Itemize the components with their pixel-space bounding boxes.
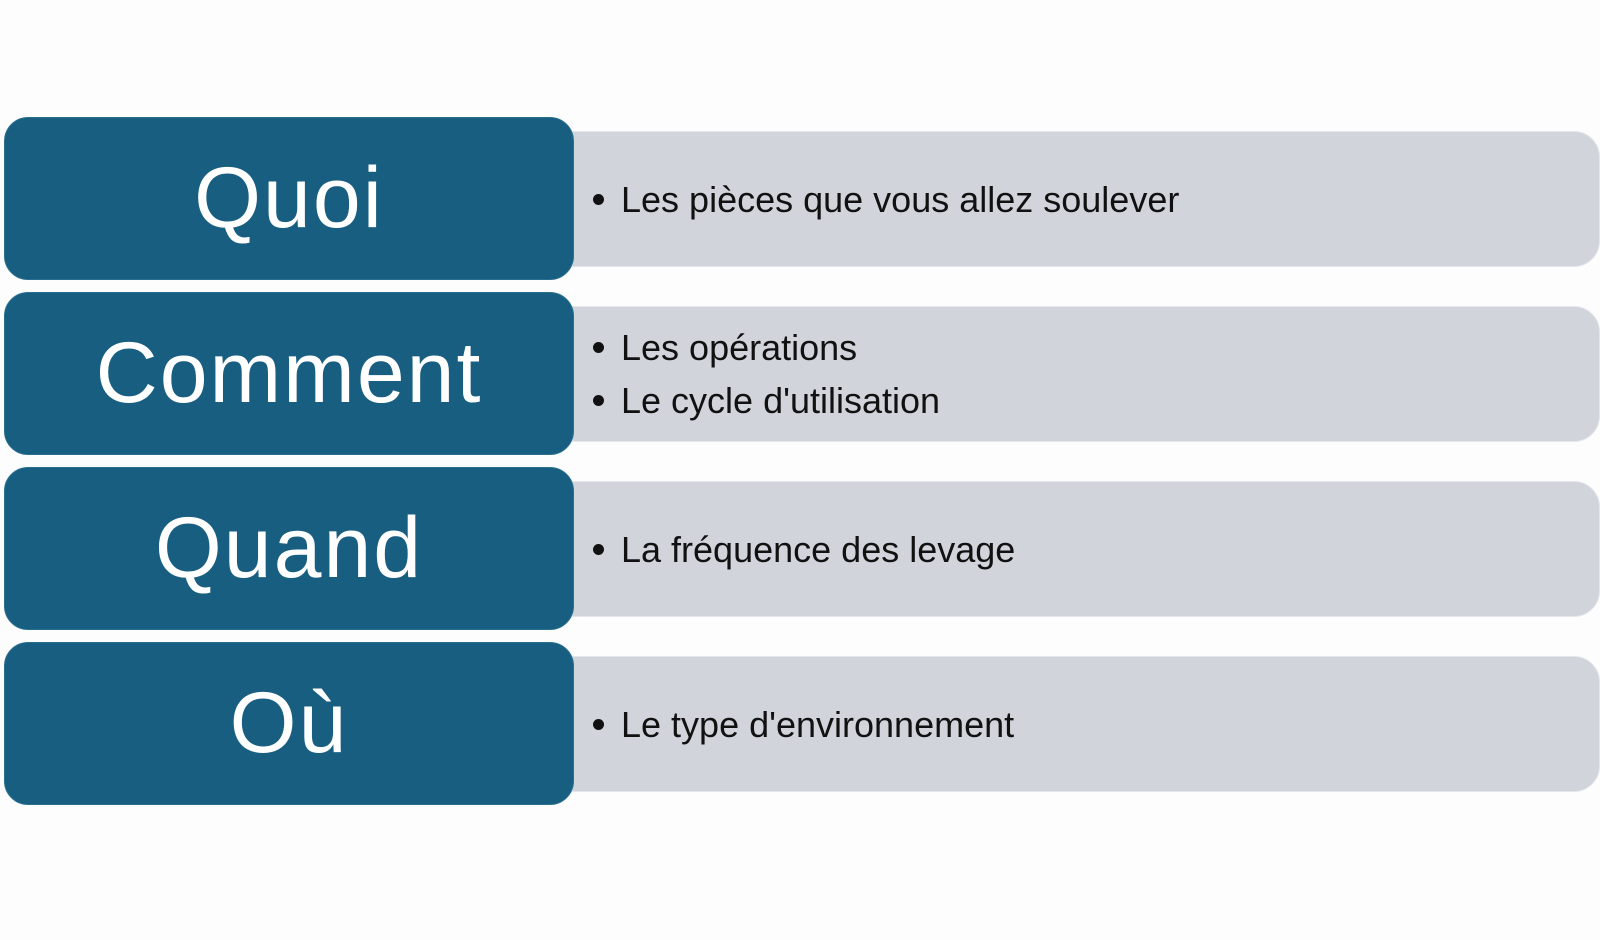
item-text: Les pièces que vous allez soulever — [621, 178, 1180, 220]
bullet-icon — [593, 718, 604, 730]
key-box: Quand — [4, 467, 574, 630]
bullet-icon — [593, 543, 604, 555]
item-text: Le type d'environnement — [621, 703, 1015, 745]
detail-box: Les opérations Le cycle d'utilisation — [572, 306, 1600, 442]
detail-box: La fréquence des levage — [572, 481, 1600, 617]
bullet-icon — [593, 342, 604, 353]
row-comment: Comment Les opérations Le cycle d'utilis… — [0, 292, 1600, 456]
row-quoi: Quoi Les pièces que vous allez soulever — [0, 117, 1600, 281]
bullet-icon — [593, 395, 604, 406]
key-box: Comment — [4, 292, 574, 455]
detail-box: Le type d'environnement — [572, 656, 1600, 792]
item-text: Les opérations — [621, 327, 858, 368]
item-text: Le cycle d'utilisation — [621, 380, 941, 421]
list-item: Le type d'environnement — [593, 698, 1599, 751]
key-box: Quoi — [4, 117, 574, 280]
row-quand: Quand La fréquence des levage — [0, 467, 1600, 631]
bullet-icon — [593, 193, 604, 205]
list-item: Le cycle d'utilisation — [593, 374, 1599, 427]
list-item: La fréquence des levage — [593, 523, 1599, 576]
list-item: Les pièces que vous allez soulever — [593, 173, 1599, 226]
detail-box: Les pièces que vous allez soulever — [572, 131, 1600, 267]
list-item: Les opérations — [593, 321, 1599, 374]
item-text: La fréquence des levage — [621, 528, 1016, 570]
row-ou: Où Le type d'environnement — [0, 642, 1600, 806]
key-box: Où — [4, 642, 574, 805]
